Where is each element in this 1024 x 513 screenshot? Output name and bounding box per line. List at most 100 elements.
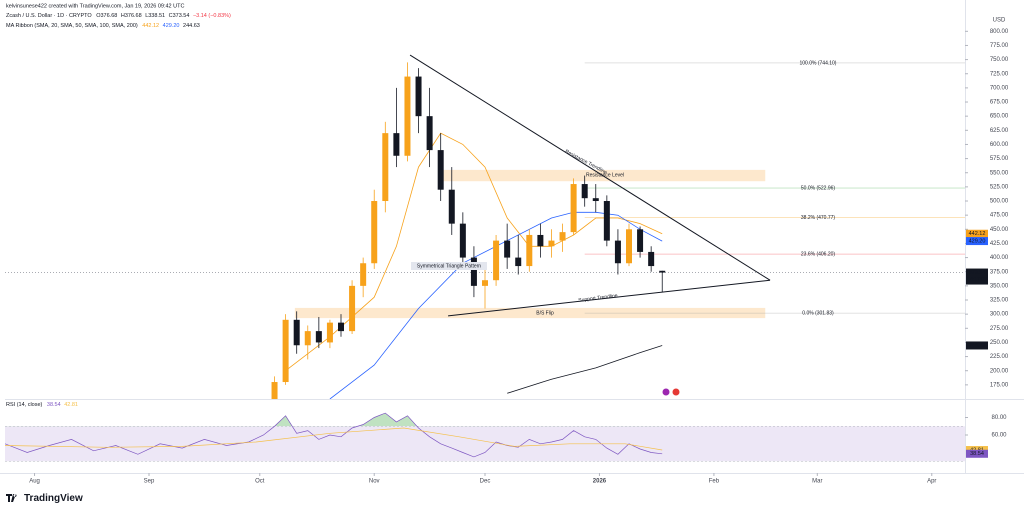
x-tick-label: Dec bbox=[480, 479, 491, 485]
icon bbox=[662, 388, 670, 396]
ma20-value: 442.12 bbox=[142, 23, 159, 29]
y-tick-label: 250.00 bbox=[990, 340, 1009, 346]
y-tick-label: 650.00 bbox=[990, 114, 1009, 120]
price-badge: 38.54 bbox=[966, 449, 988, 458]
candle bbox=[315, 316, 322, 349]
x-tick-label: Apr bbox=[927, 479, 936, 485]
y-tick-label: 475.00 bbox=[990, 213, 1009, 219]
candle-body bbox=[526, 234, 533, 267]
badge-countdown: 14:17:02 bbox=[967, 277, 987, 283]
candle-body bbox=[559, 232, 566, 241]
candle bbox=[603, 195, 610, 247]
candle-body bbox=[614, 240, 621, 264]
y-tick-label: 200.00 bbox=[990, 368, 1009, 374]
fib-label: 50.0% (522.96) bbox=[801, 185, 836, 191]
rsi-value: 38.54 bbox=[47, 402, 61, 408]
trendline-label: Support Trendline bbox=[578, 293, 618, 304]
y-tick-label: 175.00 bbox=[990, 382, 1009, 388]
y-tick-label: 725.00 bbox=[990, 71, 1009, 77]
candle-body bbox=[504, 240, 511, 258]
symbol: Zcash / U.S. Dollar · 1D · CRYPTO bbox=[6, 13, 92, 19]
y-tick-label: 425.00 bbox=[990, 241, 1009, 247]
candle-body bbox=[415, 76, 422, 117]
candle-body bbox=[459, 223, 466, 258]
candle bbox=[526, 229, 533, 272]
candle-body bbox=[648, 251, 655, 267]
candle bbox=[515, 234, 522, 275]
candle-body bbox=[603, 201, 610, 241]
logo: TradingView bbox=[6, 493, 83, 504]
rsi-line: RSI (14, close) 38.54 42.81 bbox=[6, 402, 78, 408]
candle bbox=[393, 87, 400, 168]
candle-body bbox=[637, 229, 644, 252]
fib-label: 38.2% (470.77) bbox=[801, 215, 836, 221]
candle bbox=[437, 133, 444, 202]
fib-label: 23.6% (406.20) bbox=[801, 251, 836, 257]
y-tick-label: 600.00 bbox=[990, 142, 1009, 148]
y-tick-label: 450.00 bbox=[990, 227, 1009, 233]
rsi-line bbox=[5, 412, 663, 458]
candle bbox=[459, 212, 466, 269]
candle bbox=[659, 270, 666, 293]
fib-label: 0.0% (301.83) bbox=[802, 310, 834, 316]
rsi-pane bbox=[5, 412, 965, 462]
y-tick-label: 750.00 bbox=[990, 57, 1009, 63]
x-tick-label: Mar bbox=[812, 479, 822, 485]
y-tick-label: 775.00 bbox=[990, 43, 1009, 49]
zone-label: Resistance Level bbox=[586, 172, 624, 178]
candle bbox=[548, 229, 555, 258]
y-tick-label: 800.00 bbox=[990, 29, 1009, 35]
x-tick-label: 2026 bbox=[593, 479, 607, 485]
candle bbox=[626, 223, 632, 267]
y-tick-label: 400.00 bbox=[990, 255, 1009, 261]
annotation-bg bbox=[411, 262, 487, 270]
rsi-title: RSI (14, close) bbox=[6, 402, 43, 408]
y-tick-label: 625.00 bbox=[990, 128, 1009, 134]
candle-body bbox=[304, 331, 311, 346]
candle bbox=[304, 325, 311, 360]
x-tick-label: Sep bbox=[144, 479, 155, 485]
y-tick-label: 550.00 bbox=[990, 170, 1009, 176]
candle-body bbox=[448, 189, 455, 224]
candle bbox=[570, 178, 577, 235]
axes: Aug Sep Oct Nov Dec 2026 Feb Mar Apr USD 800.00 775… bbox=[29, 18, 1009, 485]
y-tick-label: 375.00 bbox=[990, 269, 1009, 275]
logo-mark bbox=[6, 494, 17, 502]
zone-label: B/S Flip bbox=[536, 310, 554, 316]
y-tick-label: 675.00 bbox=[990, 100, 1009, 106]
candle bbox=[493, 234, 500, 286]
high: H376.68 bbox=[121, 13, 142, 19]
trendline bbox=[448, 279, 771, 317]
x-tick-label: Aug bbox=[29, 479, 40, 485]
ma-line: MA Ribbon (SMA, 20, SMA, 50, SMA, 100, S… bbox=[6, 23, 200, 29]
candle bbox=[382, 121, 389, 213]
candle bbox=[614, 229, 621, 275]
y-tick-label: 300.00 bbox=[990, 312, 1009, 318]
open: O376.68 bbox=[96, 13, 117, 19]
candle-body bbox=[470, 257, 477, 286]
candle bbox=[282, 314, 289, 385]
moving-average bbox=[329, 211, 663, 399]
candle bbox=[559, 223, 566, 252]
candle-body bbox=[371, 201, 378, 264]
candle bbox=[338, 314, 344, 337]
rsi-band bbox=[5, 426, 965, 462]
candle-body bbox=[382, 133, 389, 202]
badge-label: 373.54 bbox=[969, 270, 986, 276]
fib-label: 100.0% (744.10) bbox=[800, 60, 837, 66]
rsi-ma-value: 42.81 bbox=[64, 402, 78, 408]
annotation: Symmetrical Triangle Pattern bbox=[417, 263, 481, 269]
candle bbox=[581, 175, 588, 207]
price-badge: 244.63 bbox=[966, 341, 988, 350]
badge-bg bbox=[966, 237, 988, 246]
y-tick-label: 350.00 bbox=[990, 283, 1009, 289]
y-tick-label: 225.00 bbox=[990, 354, 1009, 360]
y-tick-label: 500.00 bbox=[990, 199, 1009, 205]
candle-body bbox=[537, 234, 544, 247]
candle-body bbox=[360, 263, 367, 286]
ma-title: MA Ribbon (SMA, 20, SMA, 50, SMA, 100, S… bbox=[6, 23, 138, 29]
candle-body bbox=[338, 322, 344, 332]
